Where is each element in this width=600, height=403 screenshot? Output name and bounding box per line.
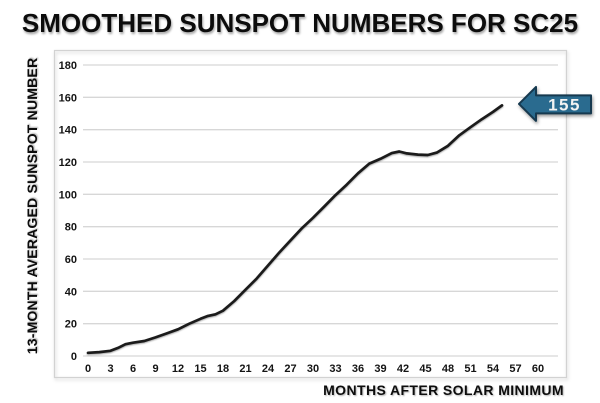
x-tick-label: 6 (130, 363, 136, 375)
y-tick-label: 180 (59, 60, 77, 72)
x-tick-label: 33 (329, 363, 341, 375)
y-tick-label: 100 (59, 189, 77, 201)
y-tick-label: 60 (65, 254, 77, 266)
x-tick-label: 30 (307, 363, 319, 375)
x-tick-label: 51 (464, 363, 476, 375)
x-tick-label: 27 (284, 363, 296, 375)
x-tick-label: 9 (152, 363, 158, 375)
x-tick-label: 15 (194, 363, 206, 375)
plot-frame (53, 49, 568, 379)
annotation-arrow-icon (518, 85, 592, 122)
y-tick-label: 20 (65, 319, 77, 331)
y-tick-label: 80 (65, 222, 77, 234)
x-tick-label: 45 (419, 363, 431, 375)
x-tick-label: 36 (352, 363, 364, 375)
x-tick-label: 18 (217, 363, 229, 375)
x-tick-label: 0 (85, 363, 91, 375)
chart-title: SMOOTHED SUNSPOT NUMBERS FOR SC25 (21, 8, 579, 38)
y-tick-label: 40 (65, 286, 77, 298)
x-tick-label: 24 (262, 363, 275, 375)
x-tick-label: 42 (397, 363, 409, 375)
x-tick-label: 3 (107, 363, 113, 375)
y-tick-label: 0 (71, 351, 77, 363)
x-tick-label: 39 (374, 363, 386, 375)
peak-annotation-arrow: 155 (518, 85, 592, 122)
sunspot-curve (86, 104, 504, 355)
x-tick-label: 12 (172, 363, 184, 375)
annotation-label: 155 (548, 95, 581, 114)
x-tick-label: 60 (532, 363, 544, 375)
x-tick-label: 57 (509, 363, 521, 375)
x-tick-label: 54 (487, 363, 500, 375)
x-tick-label: 48 (442, 363, 454, 375)
y-tick-label: 120 (59, 157, 77, 169)
x-axis-title: MONTHS AFTER SOLAR MINIMUM (323, 382, 564, 398)
y-tick-label: 160 (59, 92, 77, 104)
y-tick-label: 140 (59, 125, 77, 137)
x-tick-label: 21 (239, 363, 251, 375)
